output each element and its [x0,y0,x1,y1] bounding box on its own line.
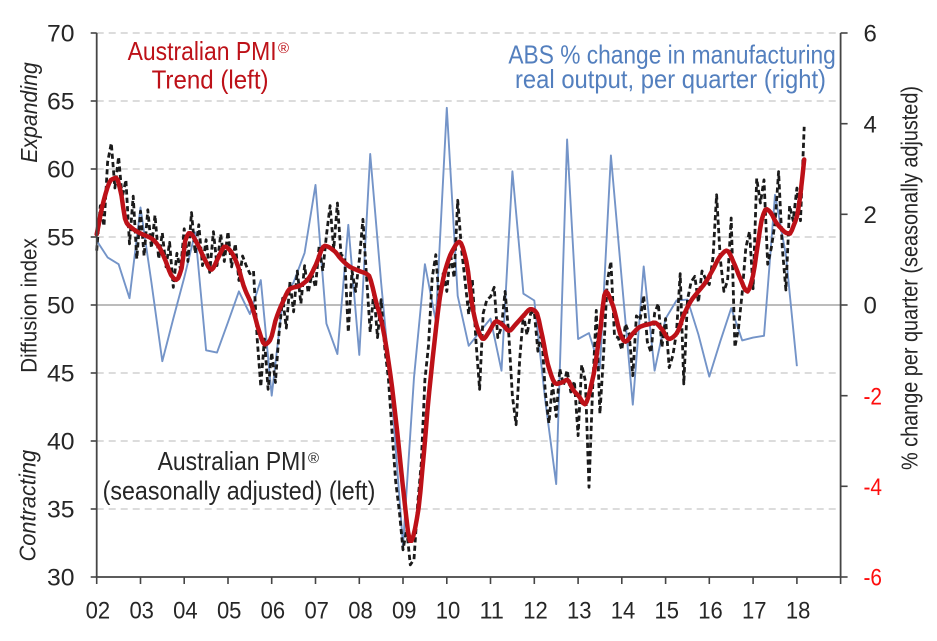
svg-text:4: 4 [864,111,877,138]
svg-text:-6: -6 [864,565,883,592]
svg-text:60: 60 [47,157,75,184]
svg-text:50: 50 [47,293,75,320]
svg-text:35: 35 [47,497,75,524]
svg-text:45: 45 [47,361,75,388]
svg-text:08: 08 [348,597,373,624]
svg-text:Contracting: Contracting [15,450,41,562]
svg-text:03: 03 [129,597,154,624]
svg-text:-2: -2 [864,383,883,410]
svg-text:65: 65 [47,89,75,116]
svg-text:12: 12 [523,597,548,624]
svg-text:05: 05 [217,597,242,624]
svg-text:Australian PMI: Australian PMI [158,446,307,476]
svg-text:real output, per quarter (righ: real output, per quarter (right) [515,64,826,94]
svg-text:Expanding: Expanding [16,62,42,163]
svg-text:09: 09 [392,597,417,624]
svg-text:55: 55 [47,225,75,252]
svg-text:70: 70 [47,21,75,48]
svg-text:11: 11 [479,597,504,624]
svg-text:-4: -4 [864,474,883,501]
svg-text:17: 17 [742,597,767,624]
svg-text:6: 6 [864,21,877,48]
svg-text:18: 18 [786,597,811,624]
svg-text:0: 0 [864,293,877,320]
svg-text:04: 04 [173,597,198,624]
svg-text:14: 14 [611,597,636,624]
svg-text:06: 06 [261,597,286,624]
svg-text:07: 07 [304,597,329,624]
svg-text:10: 10 [436,597,461,624]
svg-text:% change per quarter (seasonal: % change per quarter (seasonally adjuste… [897,86,923,470]
svg-text:30: 30 [47,565,75,592]
svg-text:16: 16 [698,597,723,624]
svg-text:2: 2 [864,202,877,229]
svg-text:15: 15 [655,597,680,624]
svg-text:ABS % change in manufacturing: ABS % change in manufacturing [508,40,835,70]
svg-text:13: 13 [567,597,592,624]
svg-text:40: 40 [47,429,75,456]
svg-text:(seasonally adjusted) (left): (seasonally adjusted) (left) [103,476,376,506]
svg-text:02: 02 [86,597,111,624]
svg-text:Diffusion index: Diffusion index [17,238,42,373]
svg-text:®: ® [278,40,289,57]
svg-text:Trend (left): Trend (left) [152,65,269,95]
svg-text:Australian PMI: Australian PMI [128,36,277,66]
svg-text:®: ® [308,450,319,467]
